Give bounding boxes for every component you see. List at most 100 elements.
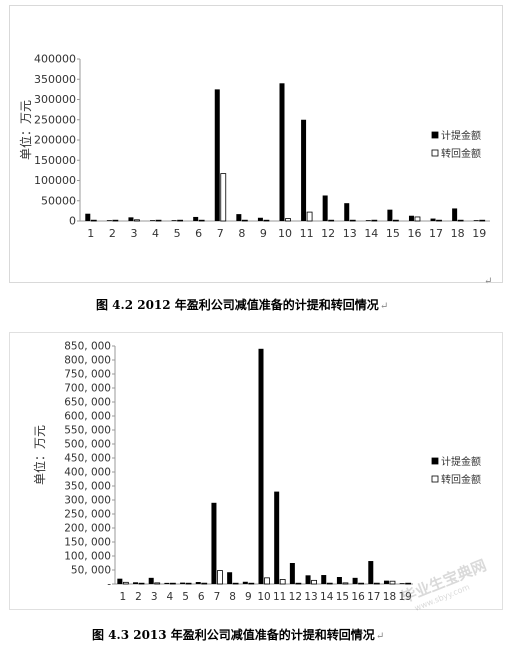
chart-2013-bar-provision xyxy=(133,582,139,584)
chart-2013-bar-reversal xyxy=(232,582,239,585)
chart-2013-frame xyxy=(9,332,503,610)
chart-2013-bar-provision xyxy=(117,578,123,584)
chart-2012-x-tick-label: 14 xyxy=(364,227,378,240)
chart-2013-y-tick-label: 650, 000 xyxy=(64,397,111,409)
chart-2013-bar-provision xyxy=(242,581,248,584)
chart-2013-bar-reversal xyxy=(311,579,317,585)
chart-2013-bar-reversal xyxy=(389,580,396,585)
chart-2013-x-tick-label: 18 xyxy=(383,591,396,603)
chart-2012-bar-reversal xyxy=(371,219,378,222)
chart-2013-legend-label: 计提金额 xyxy=(441,455,481,468)
chart-2013-bar-provision xyxy=(368,561,374,584)
chart-2012-x-tick-label: 4 xyxy=(152,227,159,240)
chart-2012-x-tick-label: 8 xyxy=(238,227,245,240)
chart-2013-x-tick-label: 9 xyxy=(245,591,252,603)
chart-2012-bar-provision xyxy=(85,213,91,221)
chart-2012-bar-provision xyxy=(128,217,134,221)
chart-2013-bar-reversal xyxy=(169,582,176,585)
chart-2013-y-tick-label: 800, 000 xyxy=(64,355,111,367)
chart-2013-bar-reversal xyxy=(154,582,161,585)
chart-2012-y-tick-label: 400000 xyxy=(34,53,76,66)
chart-2013-caption: 图 4.3 2013 年盈利公司减值准备的计提和转回情况↵ xyxy=(92,628,385,642)
chart-2013-x-tick-label: 8 xyxy=(229,591,236,603)
chart-2012-x-tick-label: 9 xyxy=(260,227,267,240)
chart-2013-bar-reversal xyxy=(185,582,192,585)
chart-2012-bar-reversal xyxy=(349,219,356,222)
chart-2012-legend-label: 转回金额 xyxy=(441,147,481,160)
chart-2013-bar-reversal xyxy=(358,582,365,585)
chart-2013-x-tick-label: 10 xyxy=(257,591,270,603)
chart-2013-y-tick-label: 850, 000 xyxy=(64,341,111,353)
chart-2012-y-tick-label: 150000 xyxy=(34,154,76,167)
chart-2013-y-tick-label: 150, 000 xyxy=(64,537,111,549)
chart-2012-frame xyxy=(9,5,503,283)
chart-2012-x-tick-label: 13 xyxy=(343,227,357,240)
chart-2012-bar-reversal xyxy=(479,219,486,222)
chart-2013-y-tick-label: 550, 000 xyxy=(64,425,111,437)
chart-2012-x-tick-label: 12 xyxy=(321,227,335,240)
chart-2013-y-tick-label: 500, 000 xyxy=(64,439,111,451)
chart-2012-x-tick-label: 2 xyxy=(109,227,116,240)
chart-2012-bar-provision xyxy=(473,220,479,221)
chart-2012-x-tick-label: 17 xyxy=(429,227,443,240)
chart-2012-x-tick-label: 7 xyxy=(217,227,224,240)
chart-2013-y-tick-label: 200, 000 xyxy=(64,523,111,535)
chart-2013-bar-provision xyxy=(258,348,264,584)
chart-2013-y-tick-label: 750, 000 xyxy=(64,369,111,381)
chart-2013-x-tick-label: 6 xyxy=(198,591,205,603)
chart-2013-bar-reversal xyxy=(295,582,302,585)
chart-2012-x-tick-label: 18 xyxy=(451,227,465,240)
chart-2013-bar-reversal xyxy=(122,581,129,585)
chart-2012-bar-reversal xyxy=(90,219,97,222)
chart-2012-x-tick-label: 6 xyxy=(195,227,202,240)
chart-2012-x-tick-label: 5 xyxy=(174,227,181,240)
chart-2013-legend-swatch xyxy=(431,457,439,465)
chart-2013-x-tick-label: 11 xyxy=(273,591,286,603)
chart-2013-x-tick-label: 13 xyxy=(304,591,317,603)
chart-2012-x-tick-label: 16 xyxy=(407,227,421,240)
chart-2013-bar-provision xyxy=(321,575,327,584)
chart-2012-bar-provision xyxy=(430,218,436,221)
chart-2012-bar-reversal xyxy=(263,219,270,222)
chart-2012-y-tick-label: 100000 xyxy=(34,174,76,187)
chart-2013-bar-provision xyxy=(180,582,186,584)
chart-2012-bar-reversal xyxy=(392,219,399,222)
chart-2013-x-tick-label: 17 xyxy=(367,591,380,603)
chart-2013-bar-provision xyxy=(383,580,389,584)
chart-2012-bar-provision xyxy=(301,119,307,221)
chart-2012-bar-reversal xyxy=(177,219,184,222)
chart-2013-x-tick-label: 3 xyxy=(151,591,158,603)
chart-2012-bar-reversal xyxy=(285,218,291,222)
chart-2012-bar-reversal xyxy=(155,219,162,222)
chart-2013-y-tick-label: 50, 000 xyxy=(71,565,111,577)
chart-2012-bar-provision xyxy=(214,89,220,221)
chart-2012-bar-reversal xyxy=(436,219,442,222)
chart-2012-bar-provision xyxy=(279,83,285,221)
chart-2012-y-tick-label: 0 xyxy=(69,215,76,228)
chart-2012-caption: 图 4.2 2012 年盈利公司减值准备的计提和转回情况↵ xyxy=(96,298,389,312)
chart-2013-x-tick-label: 16 xyxy=(351,591,365,603)
chart-2013-y-tick-label: 600, 000 xyxy=(64,411,111,423)
chart-2013-bar-reversal xyxy=(217,570,223,585)
chart-2012-bar-provision xyxy=(106,220,112,221)
chart-2013-bar-reversal xyxy=(264,577,270,585)
chart-2012-y-tick-label: 50000 xyxy=(41,194,76,207)
chart-2013-y-tick-label: 450, 000 xyxy=(64,453,111,465)
chart-2012-bar-reversal xyxy=(198,219,205,222)
chart-2012-bar-reversal xyxy=(112,219,119,222)
chart-2013-bar-provision xyxy=(289,563,295,584)
chart-2013-bar-provision xyxy=(336,577,342,584)
chart-2012-legend-swatch xyxy=(431,131,439,139)
chart-2013-x-tick-label: 19 xyxy=(398,591,411,603)
chart-2012-x-tick-label: 11 xyxy=(300,227,314,240)
chart-2012-bar-provision xyxy=(365,220,371,221)
chart-2013-bar-reversal xyxy=(373,582,380,585)
chart-2013-bar-provision xyxy=(399,583,405,584)
chart-2012-x-tick-label: 19 xyxy=(472,227,486,240)
chart-2012-x-tick-label: 15 xyxy=(386,227,400,240)
chart-2012-bar-reversal xyxy=(457,219,464,222)
chart-2013-y-tick-label: 300, 000 xyxy=(64,495,111,507)
chart-2012-y-tick-label: 250000 xyxy=(34,113,76,126)
chart-2013-y-axis-label: 单位：万元 xyxy=(32,425,47,485)
chart-2013-x-tick-label: 5 xyxy=(182,591,189,603)
